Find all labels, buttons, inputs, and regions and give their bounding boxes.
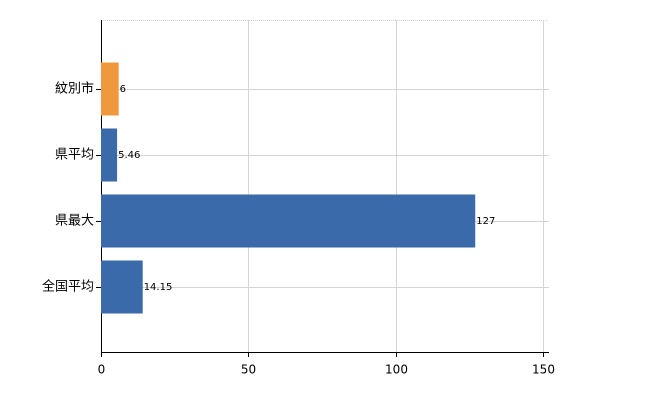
bar (101, 128, 118, 182)
y-tick-label: 県平均 (55, 148, 94, 163)
y-tick-label: 県最大 (55, 214, 94, 229)
bar (101, 62, 119, 116)
x-tick-label: 50 (241, 363, 256, 377)
y-tick-label: 全国平均 (42, 279, 94, 295)
x-tick-label: 0 (98, 363, 106, 377)
x-tick-label: 150 (532, 363, 555, 377)
data-label: 5.46 (118, 150, 140, 161)
y-tick-label: 紋別市 (55, 81, 94, 97)
data-label: 14.15 (144, 282, 173, 293)
x-tick-label: 100 (385, 363, 408, 377)
data-label: 127 (476, 216, 495, 227)
bar (101, 260, 143, 314)
bar (101, 194, 476, 248)
data-label: 6 (120, 84, 126, 95)
